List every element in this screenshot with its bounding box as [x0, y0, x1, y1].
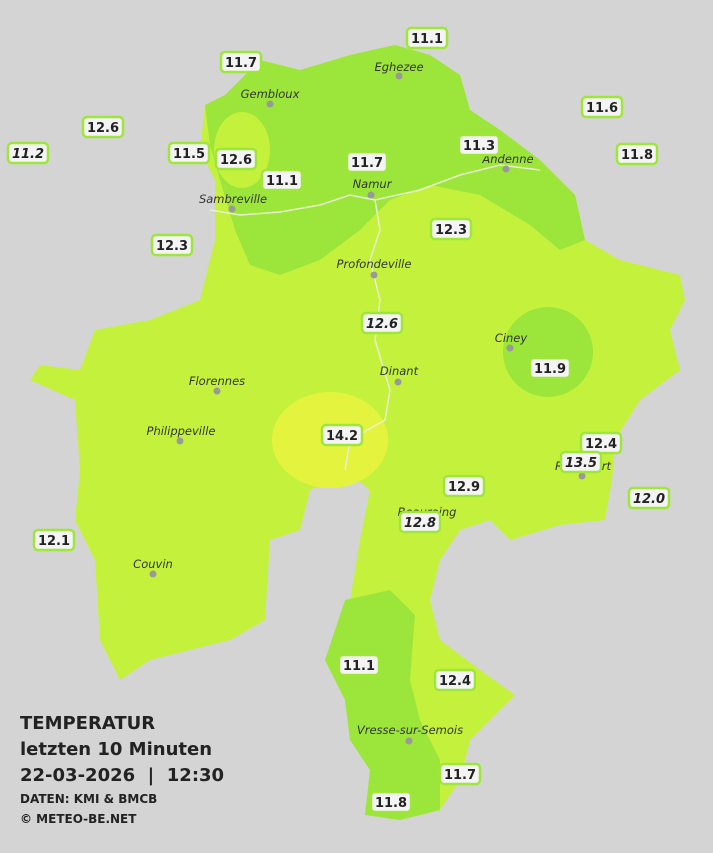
reading: 11.3: [463, 139, 495, 154]
reading: 11.9: [534, 362, 566, 377]
city-dot: [405, 737, 413, 745]
reading: 12.4: [439, 674, 471, 689]
city-name: Profondeville: [337, 257, 412, 271]
copyright: © METEO-BE.NET: [20, 812, 137, 826]
reading: 12.8: [404, 516, 436, 531]
city-name: Gembloux: [241, 87, 300, 101]
reading-box: [32, 528, 76, 552]
reading-box: [438, 762, 482, 786]
city-dot: [228, 205, 236, 213]
reading-box: [580, 95, 624, 119]
reading: 12.4: [585, 437, 617, 452]
city-name: Ciney: [495, 331, 528, 345]
reading-box: [405, 26, 449, 50]
reading: 13.5: [565, 456, 597, 471]
reading-box: [528, 356, 572, 380]
caption: TEMPERATUR letzten 10 Minuten 22-03-2026…: [20, 713, 224, 826]
period: letzten 10 Minuten: [20, 739, 212, 760]
city-name: Dinant: [380, 364, 419, 378]
reading-box: [369, 790, 413, 814]
city-dot: [266, 100, 274, 108]
reading: 11.1: [266, 174, 298, 189]
reading-box: [320, 423, 364, 447]
city-dot: [149, 570, 157, 578]
reading-box: [6, 141, 50, 165]
city-dot: [370, 271, 378, 279]
city-name: Philippeville: [147, 424, 216, 438]
reading: 12.1: [38, 534, 70, 549]
city-dot: [578, 472, 586, 480]
reading: 14.2: [326, 429, 358, 444]
city-dot: [176, 437, 184, 445]
source: DATEN: KMI & BMCB: [20, 792, 157, 806]
reading: 11.6: [586, 101, 618, 116]
reading-box: [167, 141, 211, 165]
reading: 12.9: [448, 480, 480, 495]
city-dot: [506, 344, 514, 352]
reading-box: [398, 510, 442, 534]
reading-box: [337, 653, 381, 677]
reading: 11.8: [375, 796, 407, 811]
title: TEMPERATUR: [20, 713, 155, 734]
city-dot: [367, 191, 375, 199]
reading-box: [433, 668, 477, 692]
reading: 11.1: [343, 659, 375, 674]
reading: 11.1: [411, 32, 443, 47]
reading: 12.3: [435, 223, 467, 238]
reading: 11.7: [225, 56, 257, 71]
city-name: Eghezee: [374, 60, 423, 74]
reading-box: [360, 311, 404, 335]
datetime: 22-03-2026 | 12:30: [20, 765, 224, 786]
reading-box: [150, 233, 194, 257]
reading: 12.6: [366, 317, 398, 332]
reading-box: [442, 474, 486, 498]
river: [374, 164, 541, 201]
reading: 11.7: [351, 156, 383, 171]
reading-box: [559, 450, 603, 474]
city-dot: [213, 387, 221, 395]
reading: 12.0: [633, 492, 665, 507]
reading: 12.6: [87, 121, 119, 136]
reading-box: [219, 50, 263, 74]
reading: 12.3: [156, 239, 188, 254]
reading-box: [615, 142, 659, 166]
river: [209, 194, 391, 471]
reading-box: [345, 150, 389, 174]
reading-box: [260, 168, 304, 192]
reading-box: [214, 147, 258, 171]
cool-zone-ciney: [503, 307, 593, 397]
city-name: Florennes: [189, 374, 245, 388]
reading: 11.2: [12, 147, 44, 162]
city-dot: [395, 72, 403, 80]
reading-box: [627, 486, 671, 510]
city-name: Namur: [353, 177, 393, 191]
cool-zone-north: [205, 45, 585, 275]
reading: 11.7: [444, 768, 476, 783]
reading: 11.8: [621, 148, 653, 163]
reading-box: [429, 217, 473, 241]
reading: 12.6: [220, 153, 252, 168]
reading-box: [457, 133, 501, 157]
cool-zone-south: [325, 590, 440, 820]
city-dot: [394, 378, 402, 386]
city-dot: [502, 165, 510, 173]
city-name: Sambreville: [199, 192, 267, 206]
city-name: Couvin: [133, 557, 173, 571]
city-name: Vresse-sur-Semois: [357, 723, 463, 737]
labels: EghezeeGemblouxAndenneNamurSambrevillePr…: [6, 26, 671, 814]
reading: 11.5: [173, 147, 205, 162]
reading-box: [81, 115, 125, 139]
